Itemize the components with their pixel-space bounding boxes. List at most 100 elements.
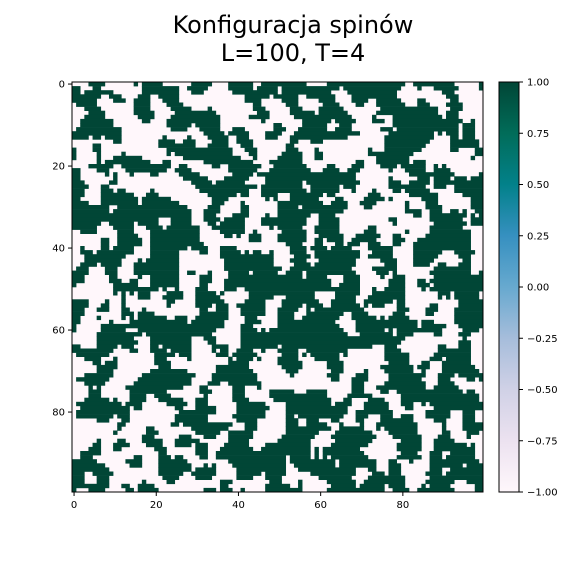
chart-title: Konfiguracja spinów L=100, T=4 [173, 11, 414, 67]
heatmap-cell-run [318, 217, 340, 222]
heatmap-cell-run [108, 180, 118, 185]
heatmap-cell-run [137, 258, 143, 263]
heatmap-cell-run [372, 471, 385, 476]
heatmap-cell-run [72, 151, 77, 157]
heatmap-cell-run [330, 455, 369, 460]
heatmap-cell-run [150, 233, 200, 239]
heatmap-cell-run [413, 258, 434, 263]
heatmap-cell-run [150, 278, 180, 284]
heatmap-cell-run [219, 446, 254, 452]
heatmap-cell-run [72, 209, 110, 214]
heatmap-cell-run [314, 147, 319, 152]
heatmap-cell-run [72, 323, 77, 329]
heatmap-cell-run [293, 254, 311, 259]
heatmap-cell-run [100, 323, 225, 329]
heatmap-cell-run [363, 405, 389, 411]
heatmap-cell-run [269, 225, 274, 230]
x-tick-label: 20 [150, 500, 163, 511]
heatmap-cell-run [446, 295, 451, 300]
heatmap-cell-run [166, 303, 171, 308]
heatmap-cell-run [240, 205, 250, 210]
heatmap-cell-run [113, 291, 118, 296]
heatmap-cell-run [269, 328, 344, 333]
heatmap-cell-run [289, 106, 303, 111]
heatmap-cell-run [158, 455, 171, 460]
heatmap-cell-run [388, 196, 393, 202]
y-axis-ticks: 0 20 40 60 80 [52, 80, 72, 419]
heatmap-cell-run [150, 336, 192, 341]
heatmap-cell-run [359, 332, 393, 337]
heatmap-cell-run [478, 82, 484, 87]
heatmap-cell-run [388, 278, 406, 284]
heatmap-cell-run [228, 434, 254, 439]
heatmap-cell-run [84, 90, 114, 95]
heatmap-cell-run [117, 229, 134, 234]
heatmap-cell-run [211, 164, 221, 169]
heatmap-cell-run [170, 422, 180, 427]
heatmap-cell-run [277, 237, 307, 243]
heatmap-cell-run [351, 311, 369, 316]
heatmap-cell-run [236, 401, 266, 407]
heatmap-cell-run [330, 246, 352, 251]
heatmap-cell-run [121, 295, 126, 300]
heatmap-cell-run [339, 123, 352, 128]
heatmap-cell-run [285, 270, 303, 275]
heatmap-cell-run [174, 438, 200, 444]
heatmap-cell-run [306, 180, 360, 185]
heatmap-cell-run [113, 139, 122, 144]
heatmap-cell-run [178, 434, 192, 439]
heatmap-cell-run [322, 455, 328, 460]
heatmap-cell-run [88, 164, 114, 169]
heatmap-cell-run [203, 209, 221, 214]
heatmap-cell-run [72, 172, 81, 177]
heatmap-cell-run [446, 356, 471, 362]
heatmap-cell-run [458, 299, 484, 304]
heatmap-cell-run [174, 287, 180, 292]
heatmap-cell-run [195, 123, 221, 128]
heatmap-cell-run [236, 356, 254, 362]
heatmap-cell-run [281, 344, 373, 349]
heatmap-cell-run [433, 221, 467, 226]
colorbar-tick-label: −1.00 [527, 488, 558, 499]
heatmap-cell-run [84, 397, 110, 403]
heatmap-cell-run [433, 274, 484, 280]
heatmap-cell-run [429, 278, 484, 284]
heatmap-cell-run [314, 155, 324, 161]
heatmap-cell-run [351, 98, 369, 103]
heatmap-cell-run [470, 196, 484, 202]
heatmap-cell-run [137, 483, 155, 489]
heatmap-cell-run [236, 471, 262, 476]
heatmap-cell-run [150, 344, 159, 349]
heatmap-cell-run [306, 274, 328, 280]
heatmap-cell-run [195, 405, 217, 411]
heatmap-cell-run [141, 86, 180, 91]
heatmap-cell-run [166, 102, 184, 107]
heatmap-cell-run [92, 135, 102, 140]
heatmap-cell-run [269, 389, 295, 394]
heatmap-cell-run [384, 139, 430, 144]
heatmap-cell-run [137, 315, 167, 321]
heatmap-cell-run [421, 369, 426, 374]
heatmap-cell-run [339, 422, 344, 427]
heatmap-cell-run [429, 455, 443, 460]
heatmap-cell-run [113, 176, 118, 181]
heatmap-cell-run [396, 127, 459, 132]
heatmap-cell-run [108, 278, 122, 284]
heatmap-cell-run [429, 463, 463, 468]
heatmap-cell-run [355, 414, 369, 419]
heatmap-cell-run [454, 315, 484, 321]
heatmap-cell-run [80, 451, 102, 456]
heatmap-cell-run [236, 410, 266, 415]
heatmap-cell-run [133, 102, 151, 107]
heatmap-cell-run [454, 250, 476, 255]
heatmap-cell-run [322, 102, 340, 107]
heatmap-cell-run [211, 348, 217, 353]
heatmap-cell-run [277, 233, 307, 239]
x-tick-label: 80 [396, 500, 409, 511]
heatmap-cell-run [244, 426, 258, 431]
heatmap-cell-run [330, 299, 356, 304]
heatmap-cell-run [429, 217, 463, 222]
heatmap-cell-run [289, 250, 307, 255]
heatmap-cell-run [372, 114, 377, 120]
heatmap-cell-run [417, 86, 422, 91]
